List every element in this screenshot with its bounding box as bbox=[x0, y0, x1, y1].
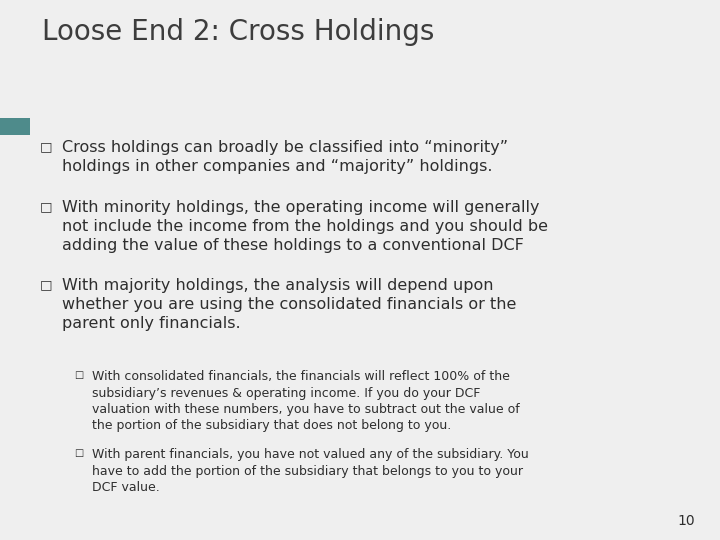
Text: 10: 10 bbox=[678, 514, 695, 528]
Text: With consolidated financials, the financials will reflect 100% of the
subsidiary: With consolidated financials, the financ… bbox=[92, 370, 520, 433]
Text: With majority holdings, the analysis will depend upon
whether you are using the : With majority holdings, the analysis wil… bbox=[62, 278, 516, 332]
Text: □: □ bbox=[40, 200, 53, 213]
Text: With minority holdings, the operating income will generally
not include the inco: With minority holdings, the operating in… bbox=[62, 200, 548, 253]
Text: □: □ bbox=[40, 140, 53, 153]
Text: □: □ bbox=[74, 448, 84, 458]
Text: With parent financials, you have not valued any of the subsidiary. You
have to a: With parent financials, you have not val… bbox=[92, 448, 528, 494]
Text: Cross holdings can broadly be classified into “minority”
holdings in other compa: Cross holdings can broadly be classified… bbox=[62, 140, 508, 174]
Text: □: □ bbox=[74, 370, 84, 380]
Bar bbox=[0, 118, 30, 135]
Text: □: □ bbox=[40, 278, 53, 291]
Text: Loose End 2: Cross Holdings: Loose End 2: Cross Holdings bbox=[42, 18, 434, 46]
